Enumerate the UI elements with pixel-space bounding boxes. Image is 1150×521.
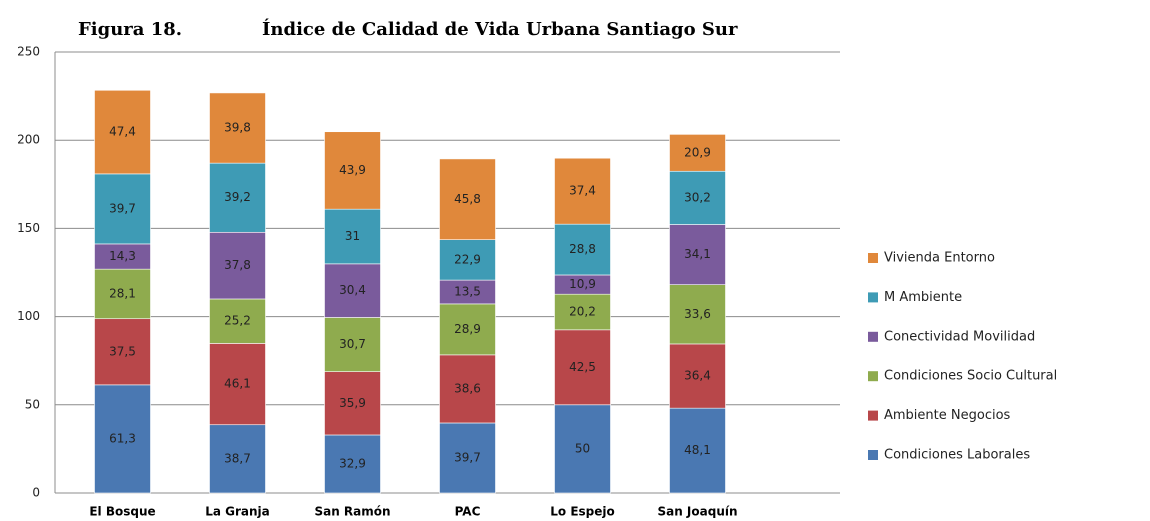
data-label: 38,6 [454, 381, 481, 395]
legend-label: M Ambiente [884, 290, 962, 305]
bar-segment [554, 329, 611, 406]
bar-segment [439, 422, 496, 494]
legend-label: Conectividad Movilidad [884, 329, 1035, 344]
data-label: 39,7 [454, 450, 481, 464]
data-label: 31 [345, 229, 360, 243]
bar-segment [669, 407, 726, 494]
data-label: 39,7 [109, 201, 136, 215]
bar-segment [94, 384, 151, 494]
bar-segment [324, 208, 381, 265]
bar-segment [439, 239, 496, 281]
data-label: 30,7 [339, 337, 366, 351]
data-label: 39,8 [224, 121, 251, 135]
data-label: 37,8 [224, 258, 251, 272]
data-label: 28,1 [109, 286, 136, 300]
data-label: 14,3 [109, 249, 136, 263]
x-tick-label: San Ramón [314, 505, 390, 519]
data-label: 36,4 [684, 369, 711, 383]
data-label: 33,6 [684, 307, 711, 321]
bar-segment [209, 424, 266, 494]
y-tick-label: 100 [17, 309, 40, 323]
y-tick-label: 150 [17, 221, 40, 235]
bar-segment [669, 343, 726, 409]
data-label: 34,1 [684, 247, 711, 261]
bar-segment [324, 263, 381, 318]
legend-swatch [868, 292, 878, 303]
x-tick-label: Lo Espejo [550, 505, 615, 519]
data-label: 35,9 [339, 396, 366, 410]
bar-segment [94, 318, 151, 386]
data-label: 22,9 [454, 252, 481, 266]
data-label: 43,9 [339, 163, 366, 177]
y-tick-label: 50 [25, 397, 40, 411]
bar-segment [209, 343, 266, 426]
data-label: 48,1 [684, 443, 711, 457]
legend-label: Condiciones Socio Cultural [884, 369, 1057, 384]
bar-segment [669, 284, 726, 345]
data-label: 46,1 [224, 377, 251, 391]
data-label: 32,9 [339, 456, 366, 470]
data-label: 30,2 [684, 190, 711, 204]
data-label: 47,4 [109, 125, 136, 139]
bar-segment [209, 92, 266, 164]
bar-segment [209, 231, 266, 300]
bar-segment [439, 354, 496, 424]
data-label: 38,7 [224, 451, 251, 465]
legend-swatch [868, 410, 878, 421]
data-label: 42,5 [569, 360, 596, 374]
bar-segment [554, 404, 611, 494]
legend-label: Vivienda Entorno [884, 251, 995, 266]
data-label: 61,3 [109, 431, 136, 445]
data-label: 13,5 [454, 284, 481, 298]
bar-segment [324, 434, 381, 494]
x-tick-label: El Bosque [89, 505, 155, 519]
data-label: 28,8 [569, 242, 596, 256]
bar-segment [439, 303, 496, 356]
data-label: 45,8 [454, 192, 481, 206]
data-label: 30,4 [339, 283, 366, 297]
bar-segment [669, 224, 726, 285]
y-tick-label: 250 [17, 45, 40, 59]
bar-segment [94, 243, 151, 270]
x-tick-label: PAC [455, 505, 481, 519]
x-tick-label: La Granja [205, 505, 270, 519]
legend-swatch [868, 253, 878, 263]
data-label: 50 [575, 441, 590, 455]
data-label: 39,2 [224, 190, 251, 204]
data-label: 37,5 [109, 344, 136, 358]
legend-label: Condiciones Laborales [884, 448, 1030, 463]
y-tick-label: 0 [32, 486, 40, 500]
data-label: 20,9 [684, 145, 711, 159]
bar-segment [94, 173, 151, 245]
y-tick-label: 200 [17, 133, 40, 147]
data-label: 20,2 [569, 305, 596, 319]
bar-segment [324, 131, 381, 210]
data-label: 10,9 [569, 277, 596, 291]
data-label: 37,4 [569, 184, 596, 198]
figure-label: Figura 18. [78, 19, 182, 40]
bar-segment [439, 158, 496, 240]
legend-swatch [868, 331, 878, 342]
bar-segment [324, 371, 381, 436]
bar-segment [94, 268, 151, 320]
bar-segment [669, 170, 726, 225]
data-label: 25,2 [224, 314, 251, 328]
x-tick-label: San Joaquín [657, 505, 737, 519]
data-label: 28,9 [454, 322, 481, 336]
bar-segment [209, 162, 266, 233]
legend-swatch [868, 450, 878, 460]
bar-segment [669, 134, 726, 172]
bar-segment [209, 298, 266, 344]
bar-segment [554, 293, 611, 331]
chart-title: Índice de Calidad de Vida Urbana Santiag… [262, 17, 738, 40]
bar-segment [324, 317, 381, 372]
legend-swatch [868, 371, 878, 382]
legend-label: Ambiente Negocios [884, 408, 1011, 423]
bar-segment [554, 223, 611, 276]
bar-segment [94, 89, 151, 175]
bar-segment [554, 157, 611, 225]
